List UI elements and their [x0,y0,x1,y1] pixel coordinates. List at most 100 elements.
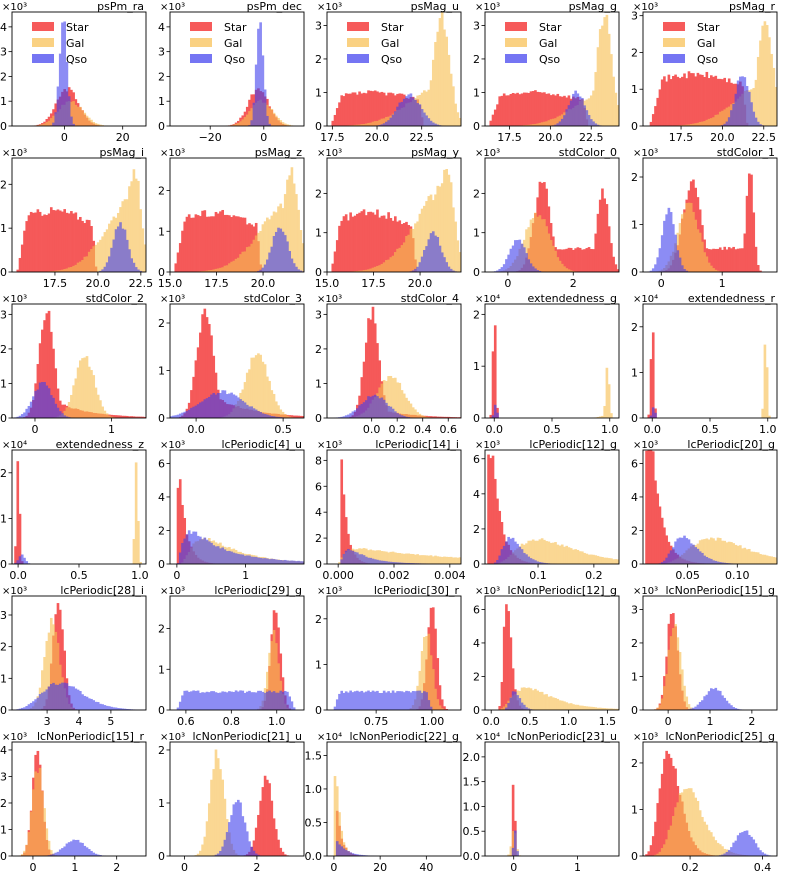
bar [768,415,771,418]
bar [212,269,216,272]
bar [425,416,428,418]
bar [274,231,278,272]
bar [185,216,189,272]
bar [81,358,84,418]
bar [502,545,506,564]
bar [667,829,671,856]
bar [290,167,294,272]
bar [70,101,73,126]
bar [425,201,428,272]
bar [452,270,455,272]
bar [207,270,211,272]
y-exponent-label: ×10³ [633,440,658,451]
bar [454,103,457,126]
bar [234,802,238,856]
axes-frame [11,449,147,565]
bar [536,123,539,126]
bar [132,539,136,564]
bar [245,114,249,126]
bar [360,93,364,126]
y-tick-label: 3 [0,46,7,59]
series-gal [498,687,619,710]
bar [29,401,33,418]
bar [245,555,249,564]
bar [356,124,359,126]
y-exponent-label: ×10³ [2,586,27,597]
bar [54,403,58,418]
bar [723,848,727,856]
bar [369,557,373,564]
y-exponent-label: ×10³ [475,586,500,597]
y-tick-label: 1 [631,366,638,379]
bar [438,186,442,272]
bar [452,86,455,126]
bar [32,701,35,710]
bar [72,213,75,272]
bar [514,691,517,710]
bar [763,554,767,564]
bar [203,308,207,418]
bar [739,248,742,272]
bar [181,695,184,710]
bar [429,555,433,564]
legend-swatch [190,22,212,31]
bar [65,416,69,418]
x-tick-label: 0.0 [187,423,205,436]
x-tick-label: 0.4 [414,423,432,436]
bar [509,93,513,126]
bar [45,689,49,710]
bar [718,247,722,272]
bar [342,494,346,564]
bar [178,552,182,564]
bar [493,404,497,418]
bar [83,695,87,710]
bar [333,114,337,126]
bars-18 [338,459,461,564]
bar [714,114,718,126]
series-qso [658,535,740,564]
y-exponent-label: ×10³ [160,148,185,159]
bar [101,269,104,272]
bar [105,229,109,272]
bar [385,551,388,564]
bar [554,124,557,126]
bar [765,367,769,418]
bar [38,124,42,126]
bar [525,92,528,126]
bar [716,690,720,710]
bar [181,504,184,564]
bar [76,106,80,126]
bar [295,266,298,272]
chart-title: extendedness_r [688,292,776,305]
bar [232,215,236,272]
bar [196,347,200,418]
y-tick-label: 0 [0,704,7,717]
bar [449,417,453,418]
bar [110,220,113,272]
x-tick-label: 0 [260,131,267,144]
bar [683,269,686,272]
bar [49,331,53,418]
bar [394,111,397,126]
bar [507,703,510,710]
bar [725,249,729,272]
y-tick-label: 1 [315,227,322,240]
bar [225,832,229,856]
bar [554,118,557,126]
bar [137,180,140,272]
bar [216,392,220,418]
y-tick-label: 2 [631,637,638,650]
bar [194,360,198,418]
bar [434,194,437,272]
bar [250,357,254,418]
bar [371,267,375,272]
y-tick-label: 0.5 [463,825,481,838]
x-tick-label: 0.0 [643,423,661,436]
bar [67,213,71,272]
bar [132,169,136,272]
bar [491,114,495,126]
bar [72,265,75,272]
bar [514,830,517,856]
bar [92,246,96,272]
bar [371,690,375,710]
